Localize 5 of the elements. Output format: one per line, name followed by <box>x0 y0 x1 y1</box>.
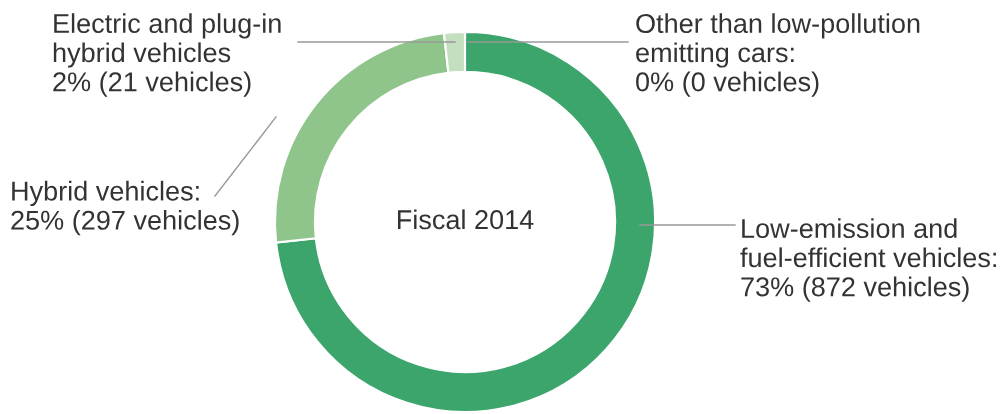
slice-label: Hybrid vehicles: 25% (297 vehicles) <box>11 180 239 236</box>
category-label: Other than low-pollution emitting cars: 0% (0 vehicles) <box>636 13 920 97</box>
slice-label: Low-emission and fuel-efficient vehicles: 73% (872 vehicles) <box>740 218 996 302</box>
text: Fiscal 2014 <box>397 209 534 230</box>
slice-label: Electric and plug-in hybrid vehicles 2% (21 vehicles) <box>53 13 281 97</box>
